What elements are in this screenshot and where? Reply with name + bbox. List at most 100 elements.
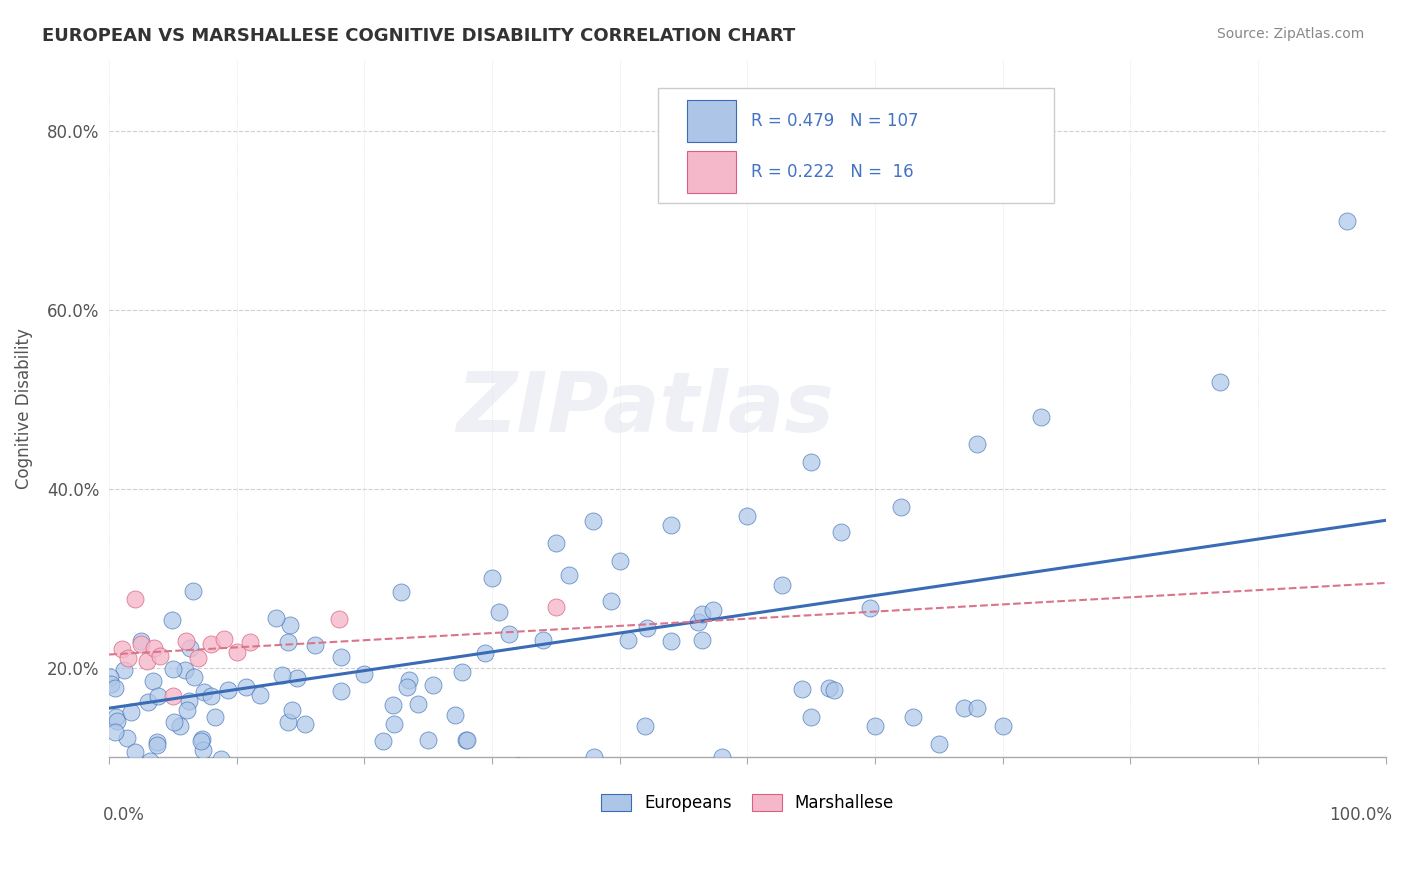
Point	[314, 843, 336, 857]
Point	[659, 633, 682, 648]
Point	[204, 710, 226, 724]
Point	[634, 719, 657, 733]
Point	[200, 689, 222, 703]
Point	[456, 732, 478, 747]
Point	[474, 646, 496, 660]
Text: 0.0%: 0.0%	[103, 806, 145, 824]
Point	[159, 804, 181, 818]
Point	[277, 635, 299, 649]
Point	[690, 632, 713, 647]
Point	[277, 715, 299, 730]
Point	[328, 612, 350, 626]
Point	[863, 719, 886, 733]
Point	[398, 673, 420, 687]
Point	[264, 611, 287, 625]
Point	[145, 735, 167, 749]
Bar	[688, 101, 735, 142]
Point	[498, 627, 520, 641]
Point	[581, 515, 603, 529]
Point	[382, 698, 405, 712]
Text: R = 0.222   N =  16: R = 0.222 N = 16	[751, 163, 914, 181]
Point	[737, 764, 759, 778]
Point	[124, 745, 146, 759]
Point	[1208, 375, 1230, 389]
Point	[928, 737, 950, 751]
Point	[966, 701, 988, 715]
Point	[200, 637, 222, 651]
Point	[217, 683, 239, 698]
Point	[506, 759, 529, 773]
Point	[190, 731, 212, 746]
Point	[1029, 410, 1052, 425]
Point	[770, 578, 793, 592]
FancyBboxPatch shape	[658, 87, 1053, 202]
Point	[903, 710, 925, 724]
Point	[105, 714, 128, 729]
Point	[142, 640, 165, 655]
Point	[120, 705, 142, 719]
Point	[129, 637, 152, 651]
Point	[353, 666, 375, 681]
Point	[790, 681, 813, 696]
Point	[129, 634, 152, 648]
Point	[1336, 213, 1358, 227]
Text: R = 0.479   N = 107: R = 0.479 N = 107	[751, 112, 918, 130]
Point	[183, 669, 205, 683]
Point	[249, 688, 271, 702]
Point	[169, 718, 191, 732]
Point	[450, 665, 472, 679]
Point	[406, 698, 429, 712]
Point	[104, 725, 127, 739]
Bar	[688, 151, 735, 193]
Point	[98, 670, 121, 684]
Point	[212, 632, 235, 647]
Point	[115, 731, 138, 745]
Point	[179, 640, 201, 655]
Point	[481, 572, 503, 586]
Point	[163, 715, 186, 730]
Point	[142, 674, 165, 689]
Point	[238, 635, 260, 649]
Point	[149, 649, 172, 664]
Point	[800, 455, 823, 469]
Point	[104, 681, 127, 696]
Point	[104, 710, 127, 724]
Text: EUROPEAN VS MARSHALLESE COGNITIVE DISABILITY CORRELATION CHART: EUROPEAN VS MARSHALLESE COGNITIVE DISABI…	[42, 27, 796, 45]
Point	[176, 703, 198, 717]
Point	[225, 645, 247, 659]
Point	[117, 651, 139, 665]
Y-axis label: Cognitive Disability: Cognitive Disability	[15, 328, 32, 489]
Point	[124, 592, 146, 607]
Point	[418, 732, 440, 747]
Point	[209, 752, 232, 766]
Point	[382, 717, 405, 731]
Point	[544, 535, 567, 549]
Point	[136, 654, 159, 668]
Point	[702, 603, 724, 617]
Point	[162, 689, 184, 703]
Point	[488, 605, 510, 619]
Point	[136, 695, 159, 709]
Point	[599, 594, 621, 608]
Point	[193, 685, 215, 699]
Point	[686, 615, 709, 629]
Point	[138, 754, 160, 768]
Point	[583, 750, 606, 764]
Point	[162, 663, 184, 677]
Point	[373, 734, 395, 748]
Point	[174, 634, 197, 648]
Point	[111, 642, 134, 657]
Point	[389, 585, 412, 599]
Text: 100.0%: 100.0%	[1329, 806, 1392, 824]
Point	[285, 671, 308, 685]
Legend: Europeans, Marshallese: Europeans, Marshallese	[593, 788, 901, 819]
Point	[177, 693, 200, 707]
Point	[280, 703, 302, 717]
Point	[830, 525, 852, 540]
Point	[278, 617, 301, 632]
Point	[823, 682, 845, 697]
Point	[859, 601, 882, 615]
Point	[544, 600, 567, 615]
Point	[190, 734, 212, 748]
Point	[174, 663, 197, 677]
